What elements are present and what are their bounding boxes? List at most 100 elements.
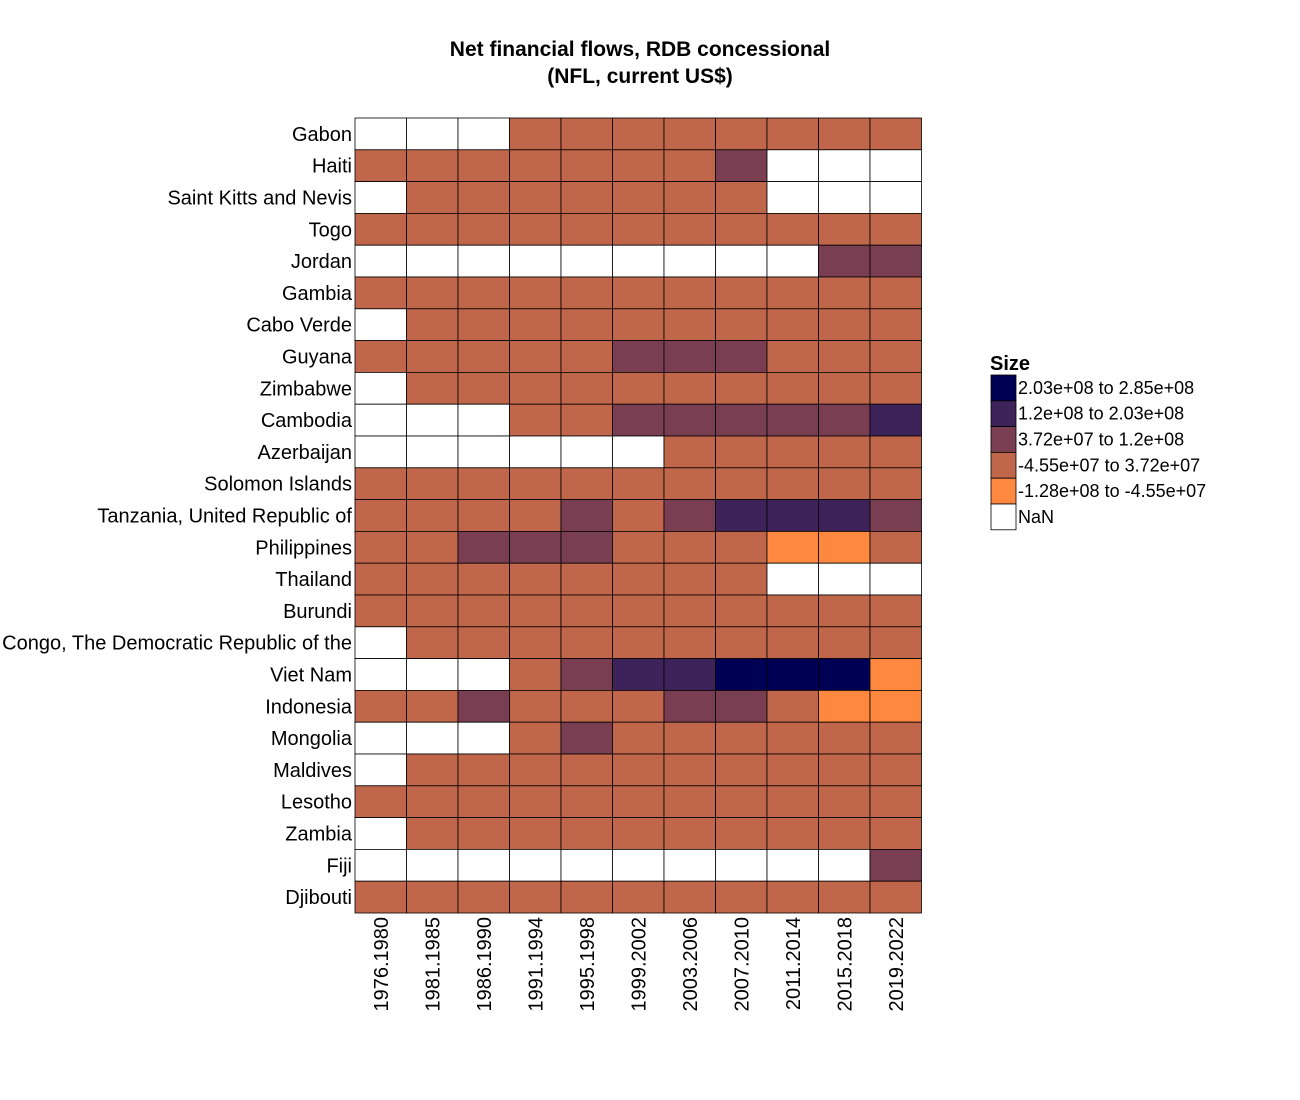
row-label: Saint Kitts and Nevis (167, 188, 352, 210)
heatmap-cell (457, 149, 510, 183)
heatmap-cell (818, 690, 871, 723)
row-label: Tanzania, United Republic of (97, 506, 352, 528)
heatmap-cell (869, 371, 922, 405)
heatmap-cell (818, 467, 871, 500)
heatmap-cell (663, 562, 716, 596)
heatmap-cell (869, 467, 922, 500)
row-label: Viet Nam (270, 665, 352, 687)
heatmap-cell (663, 276, 716, 310)
column-labels: 1976.1980 1981.1985 1986.1990 1991.1994 1995… (371, 917, 908, 1012)
heatmap-cell (406, 817, 459, 850)
heatmap-cell (457, 721, 510, 755)
heatmap-cell (663, 785, 716, 818)
heatmap-cell (612, 849, 665, 882)
row-label: Haiti (312, 156, 352, 178)
heatmap-cell (457, 817, 510, 850)
heatmap-cell (406, 212, 459, 246)
heatmap-cell (406, 594, 459, 628)
heatmap-cell (406, 658, 459, 691)
heatmap-cell (354, 244, 407, 278)
legend-label: -1.28e+08 to -4.55e+07 (1018, 481, 1206, 501)
row-label: Philippines (255, 537, 352, 559)
heatmap-cell (766, 467, 819, 500)
heatmap-cell (354, 880, 407, 914)
heatmap-cell (612, 244, 665, 278)
heatmap-cell (663, 340, 716, 373)
legend-swatch (990, 426, 1017, 453)
heatmap-cell (766, 340, 819, 373)
chart-title: Net financial flows, RDB concessional (450, 38, 830, 61)
heatmap-cell (818, 531, 871, 564)
heatmap-cell (560, 371, 613, 405)
heatmap-cell (354, 594, 407, 628)
heatmap-cell (560, 849, 613, 882)
heatmap-cell (612, 690, 665, 723)
heatmap-cell (457, 181, 510, 214)
heatmap-cell (715, 531, 768, 564)
column-label: 2011.2014 (783, 917, 805, 1010)
heatmap-cell (560, 785, 613, 818)
heatmap-cell (560, 467, 613, 500)
heatmap-cell (509, 244, 562, 278)
heatmap-cell (715, 562, 768, 596)
heatmap-cell (354, 785, 407, 818)
heatmap-cell (612, 467, 665, 500)
heatmap-cell (715, 690, 768, 723)
row-label: Thailand (275, 569, 352, 591)
heatmap-cell (715, 658, 768, 691)
heatmap-cell (457, 212, 510, 246)
chart-subtitle: (NFL, current US$) (547, 65, 733, 88)
heatmap-cell (818, 403, 871, 437)
legend-label: NaN (1018, 507, 1054, 527)
heatmap-cell (560, 817, 613, 850)
heatmap-cell (663, 117, 716, 151)
heatmap-cell (560, 499, 613, 532)
legend-label: -4.55e+07 to 3.72e+07 (1018, 455, 1200, 475)
heatmap-cell (354, 658, 407, 691)
heatmap-cell (818, 499, 871, 532)
heatmap-cell (406, 435, 459, 469)
heatmap-cell (354, 403, 407, 437)
heatmap-cell (354, 626, 407, 659)
heatmap-cell (869, 403, 922, 437)
heatmap-cell (766, 149, 819, 183)
heatmap-cell (406, 371, 459, 405)
heatmap-cell (766, 658, 819, 691)
heatmap-cell (663, 658, 716, 691)
row-labels: Gabon Haiti Saint Kitts and Nevis Togo Jorda… (2, 124, 353, 909)
heatmap-cell (509, 276, 562, 310)
heatmap-cell (457, 308, 510, 341)
heatmap-cell (457, 403, 510, 437)
heatmap-cell (612, 626, 665, 659)
heatmap-cell (869, 531, 922, 564)
heatmap-cell (766, 849, 819, 882)
heatmap-cell (818, 626, 871, 659)
heatmap-cell (818, 244, 871, 278)
heatmap-cells (354, 117, 922, 914)
heatmap-cell (560, 403, 613, 437)
heatmap-cell (354, 531, 407, 564)
heatmap-cell (766, 531, 819, 564)
heatmap-cell (612, 340, 665, 373)
heatmap-cell (509, 117, 562, 151)
heatmap-cell (869, 690, 922, 723)
heatmap-cell (818, 212, 871, 246)
legend-swatch (990, 374, 1017, 402)
row-label: Maldives (273, 760, 352, 782)
heatmap-cell (560, 753, 613, 787)
heatmap-cell (457, 658, 510, 691)
heatmap-cell (354, 212, 407, 246)
heatmap-cell (869, 435, 922, 469)
heatmap-cell (715, 212, 768, 246)
heatmap-cell (509, 340, 562, 373)
heatmap-cell (612, 276, 665, 310)
heatmap-cell (509, 721, 562, 755)
heatmap-cell (354, 562, 407, 596)
heatmap-cell (612, 531, 665, 564)
heatmap-cell (509, 212, 562, 246)
heatmap-cell (663, 721, 716, 755)
heatmap-cell (818, 371, 871, 405)
heatmap-cell (560, 690, 613, 723)
heatmap-cell (715, 149, 768, 183)
heatmap-cell (869, 276, 922, 310)
